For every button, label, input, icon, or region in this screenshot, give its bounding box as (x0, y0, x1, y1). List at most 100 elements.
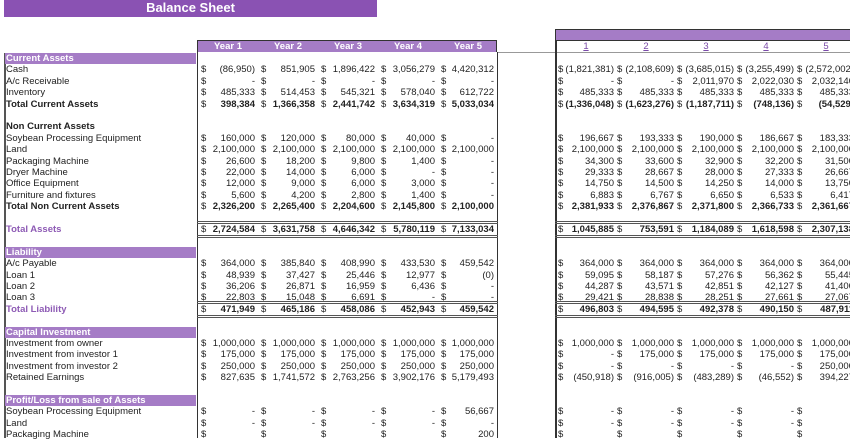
table-row[interactable]: A/c Receivable $ - $ - $ - $ - $ - $ - $ - $2,011,970 $2… (0, 76, 850, 87)
cell-value: (0) (482, 269, 494, 281)
currency-symbol: $ (797, 224, 803, 235)
cell-value: 3,634,319 (392, 98, 435, 110)
cell-value: 2,011,970 (692, 75, 734, 87)
table-row[interactable]: Investment from investor 1 $175,000 $175,0… (0, 349, 850, 360)
currency-symbol: $ (797, 98, 803, 110)
cell-value: 452,943 (400, 303, 435, 315)
currency-symbol: $ (558, 144, 564, 156)
cell-value: 2,441,742 (332, 98, 375, 110)
currency-symbol: $ (558, 360, 564, 372)
table-row[interactable]: Total Assets $2,724,584 $3,631,758 $4,646,3… (0, 224, 850, 235)
currency-symbol: $ (381, 87, 387, 99)
currency-symbol: $ (201, 303, 207, 315)
currency-symbol: $ (321, 349, 327, 361)
month-header-cell[interactable]: 5 (823, 41, 829, 52)
table-row[interactable]: Dryer Machine $22,000 $14,000 $6,000 $ - $ - $29… (0, 167, 850, 178)
table-row[interactable]: Land$-$-$-$-$-$-$-$-$-$- (0, 418, 850, 429)
currency-symbol: $ (558, 269, 564, 281)
currency-symbol: $ (441, 167, 447, 178)
cell-value: 1,400 (411, 189, 435, 201)
cell-value: 1,400 (411, 155, 435, 167)
table-row[interactable]: Investment from investor 2 $250,000 $250,0… (0, 361, 850, 372)
currency-symbol: $ (797, 178, 803, 190)
currency-symbol: $ (617, 132, 623, 144)
currency-symbol: $ (558, 406, 564, 418)
table-row[interactable]: Total Liability $471,949 $465,186 $458,086 $… (0, 304, 850, 315)
table-row[interactable]: Non Current Assets (0, 121, 850, 132)
currency-symbol: $ (558, 75, 564, 87)
month-header-cell[interactable]: 4 (763, 41, 769, 52)
cell-value: 160,000 (220, 132, 255, 144)
cell-value: 1,000,000 (212, 338, 255, 349)
month-header-cell[interactable]: 2 (643, 41, 649, 52)
cell-value: 44,287 (584, 281, 614, 292)
cell-value: (2,108,609) (625, 64, 674, 76)
currency-symbol: $ (737, 258, 743, 270)
currency-symbol: $ (261, 144, 267, 156)
currency-symbol: $ (441, 360, 447, 372)
section-header[interactable]: Liability (0, 246, 850, 259)
cell-value: 459,542 (459, 303, 494, 315)
currency-symbol: $ (321, 360, 327, 372)
currency-symbol: $ (261, 303, 267, 315)
cell-value: 2,100,000 (751, 144, 794, 156)
table-row[interactable]: Land $2,100,000 $2,100,000 $2,100,000 $2,100… (0, 144, 850, 155)
table-row[interactable] (0, 384, 850, 395)
currency-symbol: $ (261, 167, 267, 178)
cell-value: 465,186 (280, 303, 315, 315)
table-row[interactable] (0, 110, 850, 121)
month-header-cell[interactable]: 3 (703, 41, 709, 52)
currency-symbol: $ (381, 98, 387, 110)
currency-symbol: $ (558, 338, 564, 349)
row-label: Soybean Processing Equipment (6, 132, 142, 144)
table-row[interactable]: Loan 2 $36,206 $26,871 $16,959 $6,436 $ - $44,2… (0, 281, 850, 292)
cell-value: 193,333 (639, 132, 674, 144)
table-row[interactable]: Soybean Processing Equipment $ - $ - $ - $ - $56,… (0, 406, 850, 417)
table-row[interactable]: Packaging Machine $26,600 $18,200 $9,800 $1,… (0, 156, 850, 167)
currency-symbol: $ (321, 189, 327, 201)
section-header[interactable]: Capital Investment (0, 326, 850, 338)
cell-value: 5,600 (231, 189, 255, 201)
currency-symbol: $ (201, 292, 207, 304)
table-row[interactable]: A/c Payable $364,000 $385,840 $408,990 $433,… (0, 258, 850, 269)
cell-value: 80,000 (345, 132, 375, 144)
currency-symbol: $ (617, 155, 623, 167)
table-row[interactable] (0, 235, 850, 246)
currency-symbol: $ (737, 406, 743, 418)
table-row[interactable]: Loan 3 $22,803 $15,048 $6,691 $ - $ - $29,421 $28… (0, 292, 850, 303)
table-row[interactable]: Furniture and fixtures $5,600 $4,200 $2,800… (0, 190, 850, 201)
cell-value: 459,542 (459, 258, 494, 270)
currency-symbol: $ (617, 360, 623, 372)
year-header-cell: Year 2 (274, 41, 302, 52)
cell-value: - (730, 360, 734, 372)
table-row[interactable]: Office Equipment $12,000 $9,000 $6,000 $3,00… (0, 178, 850, 189)
currency-symbol: $ (261, 178, 267, 190)
table-row[interactable]: Inventory $485,333 $514,453 $545,321 $578,04… (0, 87, 850, 98)
table-row[interactable]: Cash $ (86,950) $851,905 $1,896,422 $3,056,27… (0, 64, 850, 75)
table-row[interactable]: Packaging Machine $ $ $ $ $200 $ $ $ $ $ (0, 429, 850, 440)
cell-value: 485,333 (579, 87, 614, 99)
currency-symbol: $ (737, 201, 743, 213)
month-header-cell[interactable]: 1 (583, 41, 589, 52)
cell-value: - (431, 167, 435, 178)
table-row[interactable]: Total Non Current Assets $2,326,200 $2,265… (0, 201, 850, 212)
section-header[interactable]: Current Assets (0, 53, 850, 65)
cell-value: 56,667 (464, 406, 494, 418)
cell-value: 2,800 (351, 189, 375, 201)
currency-symbol: $ (321, 178, 327, 190)
table-row[interactable]: Investment from owner $1,000,000 $1,000,00… (0, 338, 850, 349)
currency-symbol: $ (677, 360, 683, 372)
currency-symbol: $ (737, 132, 743, 144)
currency-symbol: $ (737, 281, 743, 292)
currency-symbol: $ (441, 224, 447, 235)
table-row[interactable]: Total Current Assets $398,384 $1,366,358 $2… (0, 99, 850, 110)
table-row[interactable] (0, 315, 850, 326)
cell-value: 4,646,342 (332, 224, 375, 235)
currency-symbol: $ (797, 155, 803, 167)
table-row[interactable]: Loan 1 $48,939 $37,427 $25,446 $12,977 $ (0) $5… (0, 270, 850, 281)
section-header[interactable]: Profit/Loss from sale of Assets (0, 395, 850, 407)
table-row[interactable]: Soybean Processing Equipment $160,000 $120… (0, 133, 850, 144)
currency-symbol: $ (617, 406, 623, 418)
table-row[interactable]: Retained Earnings $827,635 $1,741,572 $2,76… (0, 372, 850, 383)
currency-symbol: $ (261, 155, 267, 167)
